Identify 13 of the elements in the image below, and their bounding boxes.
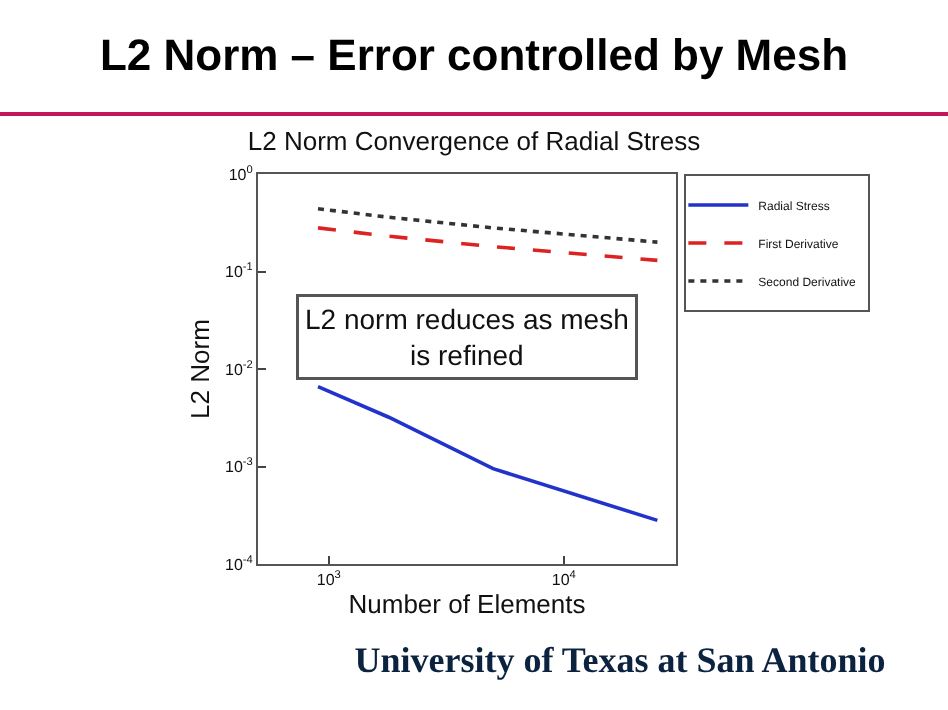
- text: University of Texas at San Antonio: [352, 640, 888, 682]
- x-tick-label: 10$^{3}$: [316, 570, 341, 590]
- x-axis-title: Number of Elements: [348, 589, 587, 620]
- y-tick-label: 10$^{-4}$: [225, 554, 253, 574]
- y-axis-title: L2 Norm: [184, 319, 215, 419]
- chart-subtitle: L2 Norm Convergence of Radial Stress: [247, 125, 702, 156]
- chart-title: L2 Norm – Error controlled by Mesh: [97, 28, 851, 84]
- y-tick-label: 10$^{-1}$: [225, 262, 253, 282]
- y-tick-label: 10$^{-3}$: [225, 457, 253, 477]
- x-tick-label: 10$^{4}$: [551, 570, 576, 590]
- y-tick-label: 10$^{0}$: [228, 164, 253, 184]
- y-tick-label: 10$^{-2}$: [225, 359, 253, 379]
- annotation: L2 norm reduces as mesh is refined: [305, 303, 629, 372]
